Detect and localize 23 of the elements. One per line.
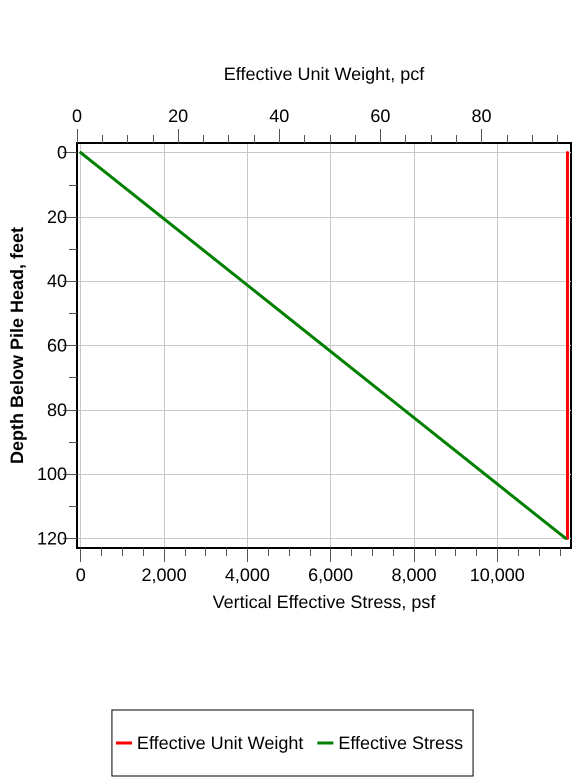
y-tick-label: 0 — [56, 142, 67, 163]
x2-tick-label: 60 — [370, 106, 390, 126]
x-tick-label: 2,000 — [142, 565, 187, 585]
y-tick-label: 120 — [36, 528, 67, 548]
y-tick-label: 40 — [46, 271, 67, 292]
y-tick-label: 60 — [46, 336, 67, 356]
x2-tick-label: 20 — [168, 106, 188, 126]
x-tick-label: 8,000 — [391, 565, 436, 585]
legend-label: Effective Unit Weight — [136, 733, 304, 753]
x-axis-title: Vertical Effective Stress, psf — [212, 592, 436, 612]
x-tick-label: 0 — [76, 565, 86, 585]
y-axis-title: Depth Below Pile Head, feet — [7, 226, 28, 464]
x2-axis-title: Effective Unit Weight, pcf — [224, 64, 426, 84]
y-tick-label: 80 — [46, 400, 67, 420]
x-tick-label: 4,000 — [224, 565, 270, 585]
x2-tick-label: 40 — [269, 106, 290, 126]
x2-tick-label: 0 — [72, 106, 82, 126]
x-tick-label: 6,000 — [308, 565, 354, 585]
y-tick-label: 20 — [46, 206, 67, 227]
x-tick-label: 10,000 — [470, 565, 525, 585]
legend-label: Effective Stress — [338, 733, 464, 753]
y-tick-label: 100 — [36, 464, 67, 484]
x2-tick-label: 80 — [471, 106, 492, 126]
